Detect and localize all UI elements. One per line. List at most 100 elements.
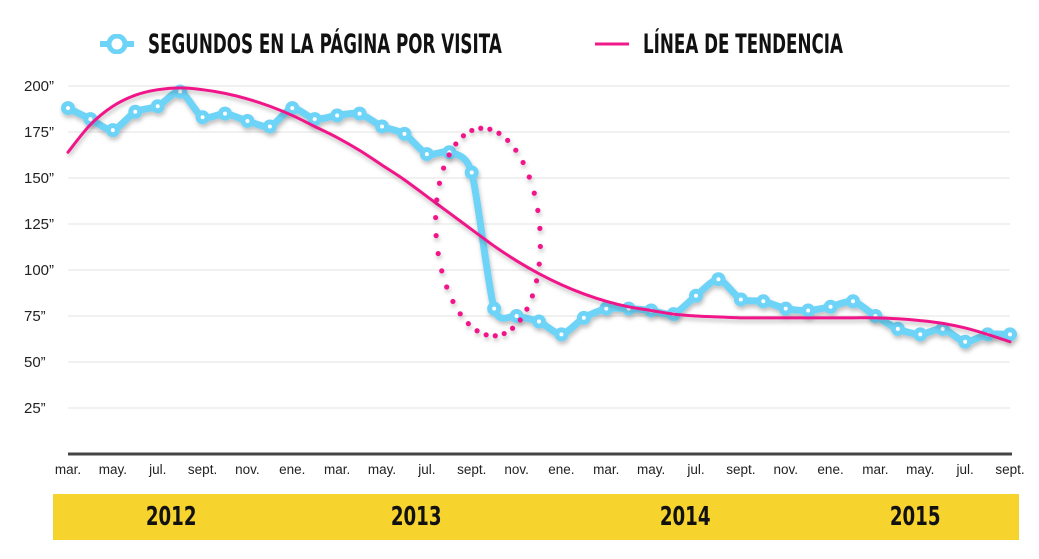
x-tick-label: sept. <box>188 462 217 477</box>
x-tick-label: may. <box>99 462 127 477</box>
data-point-center <box>806 308 811 313</box>
data-point-center <box>110 128 115 133</box>
data-point-center <box>940 326 945 331</box>
data-point-center <box>514 314 519 318</box>
annotation-dot <box>520 159 526 166</box>
year-label: 2013 <box>390 502 442 532</box>
year-band: 2015 <box>811 494 1019 540</box>
data-point-center <box>604 306 609 311</box>
x-tick-label: may. <box>906 462 934 477</box>
annotation-dot <box>487 126 493 132</box>
annotation-dot <box>526 174 532 180</box>
year-label: 2014 <box>659 502 711 532</box>
year-label: 2012 <box>146 502 197 532</box>
annotation-dot <box>469 127 475 134</box>
data-point-center <box>335 113 340 118</box>
x-tick-label: may. <box>637 462 665 477</box>
legend: SEGUNDOS EN LA PÁGINA POR VISITA LÍNEA D… <box>0 22 1039 66</box>
annotation-dot <box>440 165 447 171</box>
x-tick-label: ene. <box>548 462 574 477</box>
annotation-dot <box>492 333 498 339</box>
data-point-center <box>357 111 362 116</box>
data-point-center <box>245 118 250 123</box>
series-group <box>61 84 1017 349</box>
x-tick-label: nov. <box>504 462 529 477</box>
legend-trend-label: LÍNEA DE TENDENCIA <box>643 28 843 60</box>
x-tick-label: ene. <box>817 462 843 477</box>
data-point-center <box>88 117 93 122</box>
annotation-dot <box>436 180 443 186</box>
data-point-center <box>828 304 833 309</box>
annotation-dot <box>537 225 543 231</box>
year-band: 2012 <box>53 494 291 540</box>
x-tick-label: may. <box>368 462 396 477</box>
annotation-dot <box>483 332 489 338</box>
x-tick-label: jul. <box>956 462 974 477</box>
annotation-dot <box>505 137 511 143</box>
x-tick-label: sept. <box>995 462 1024 477</box>
annotation-dot <box>450 298 456 305</box>
annotation-dot <box>531 190 537 196</box>
annotation-dot <box>533 278 540 284</box>
annotation-dot <box>517 317 523 323</box>
trend-group <box>66 86 1012 344</box>
data-point-center <box>694 293 698 298</box>
x-tick-label: ene. <box>279 462 305 477</box>
annotation-dot <box>433 233 439 239</box>
annotation-dot <box>513 147 519 153</box>
y-tick-label: 125” <box>24 216 54 233</box>
y-tick-label: 50” <box>24 354 46 371</box>
year-band: 2014 <box>542 494 829 540</box>
data-point-center <box>738 297 743 302</box>
data-point-center <box>761 299 766 304</box>
data-point-center <box>918 332 923 337</box>
data-point-center <box>1008 332 1012 337</box>
x-tick-label: nov. <box>235 462 260 477</box>
annotation-dot <box>439 268 445 274</box>
annotation-dot <box>465 321 471 327</box>
annotation-dot <box>460 133 467 139</box>
annotation-layer <box>433 125 543 339</box>
x-tick-label: sept. <box>457 462 486 477</box>
legend-item-trend[interactable]: LÍNEA DE TENDENCIA <box>595 22 966 66</box>
y-tick-label: 150” <box>24 170 54 187</box>
y-tick-label: 25” <box>24 400 46 417</box>
line-icon <box>595 42 629 46</box>
data-point-center <box>155 104 160 109</box>
grid-lines <box>68 85 1012 456</box>
annotation-dot <box>501 330 507 337</box>
data-point-center <box>492 306 497 311</box>
legend-series-label: SEGUNDOS EN LA PÁGINA POR VISITA <box>148 28 502 60</box>
trend-line <box>66 86 1012 344</box>
x-axis: mar. may. jul. sept. nov. ene. mar. may. jul. sep… <box>55 462 1025 477</box>
y-tick-label: 200” <box>24 78 54 95</box>
legend-item-series[interactable]: SEGUNDOS EN LA PÁGINA POR VISITA <box>100 22 719 66</box>
annotation-dot <box>535 207 541 214</box>
data-point-center <box>223 111 227 116</box>
annotation-dot <box>433 214 439 221</box>
year-label: 2015 <box>889 502 941 532</box>
y-tick-label: 100” <box>24 262 54 279</box>
annotation-dot <box>444 284 450 290</box>
y-tick-label: 175” <box>24 124 54 141</box>
y-axis: 25” 50” 75” 100” 125” 150” 175” 200” <box>24 78 54 417</box>
x-tick-label: sept. <box>726 462 755 477</box>
x-tick-label: jul. <box>417 462 435 477</box>
annotation-dot <box>453 141 459 147</box>
y-tick-label: 75” <box>24 308 46 325</box>
annotation-dot <box>524 306 530 312</box>
x-tick-label: jul. <box>148 462 166 477</box>
annotation-dot <box>478 125 484 131</box>
data-point-center <box>66 106 70 111</box>
series-line <box>64 88 1014 346</box>
data-point-center <box>716 277 721 282</box>
data-point-center <box>402 131 407 136</box>
data-point-center <box>380 124 384 129</box>
annotation-dot <box>446 152 452 158</box>
data-point-center <box>559 332 564 337</box>
annotation-dot <box>474 328 480 334</box>
data-point-center <box>895 326 900 331</box>
data-point-center <box>469 170 474 175</box>
x-tick-label: jul. <box>686 462 704 477</box>
